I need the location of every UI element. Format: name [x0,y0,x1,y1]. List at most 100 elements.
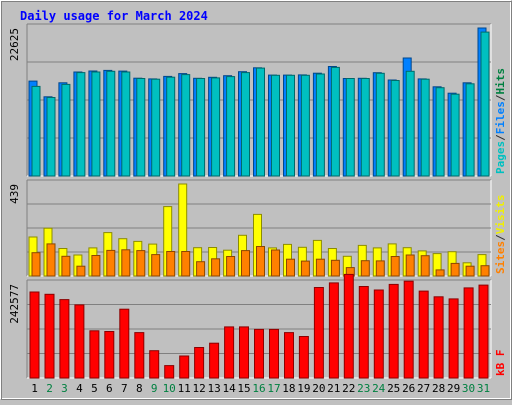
x-tick-label-7: 7 [121,382,128,395]
bar-kbytes-kbf-day-13 [209,342,220,379]
legend-part: Files [494,101,507,134]
bar-hits-files-day-27 [420,78,430,177]
x-tick-label-1: 1 [31,382,38,395]
bar-hits-files-day-24 [375,72,385,177]
legend-label: Pages/Files/Hits [494,68,507,174]
x-tick-label-14: 14 [222,382,236,395]
x-tick-label-10: 10 [163,382,176,395]
y-max-label: 439 [8,184,21,204]
bar-kbytes-kbf-day-2 [44,293,55,379]
x-tick-label-3: 3 [61,382,68,395]
legend-label: Sites/Visits [494,195,507,275]
bar-kbytes-kbf-day-25 [388,283,399,379]
x-tick-label-31: 31 [477,382,490,395]
bar-visits-sites-day-28 [435,269,445,277]
bar-kbytes-kbf-day-18 [284,332,294,379]
bar-kbytes-kbf-day-1 [29,291,40,379]
x-tick-label-13: 13 [207,382,220,395]
x-tick-label-20: 20 [312,382,325,395]
x-tick-label-25: 25 [387,382,400,395]
bar-hits-files-day-11 [181,74,191,177]
bar-visits-sites-day-17 [271,249,280,277]
bar-hits-files-day-13 [211,77,221,177]
bar-hits-files-day-15 [241,72,250,177]
x-tick-label-5: 5 [91,382,98,395]
x-tick-label-30: 30 [462,382,475,395]
bar-kbytes-kbf-day-12 [194,347,205,379]
x-tick-label-16: 16 [252,382,265,395]
bar-visits-sites-day-4 [76,265,86,277]
x-tick-label-18: 18 [282,382,295,395]
bar-hits-files-day-12 [196,78,206,177]
bar-visits-sites-day-13 [211,258,221,277]
bar-hits-files-day-18 [286,74,295,177]
bar-visits-sites-day-8 [136,250,146,277]
bar-kbytes-kbf-day-14 [224,326,235,379]
bar-hits-files-day-25 [390,80,400,177]
legend-part: Hits [494,68,507,95]
bar-visits-sites-day-26 [405,254,415,277]
bar-kbytes-kbf-day-19 [298,336,309,379]
legend-part: Visits [494,195,507,235]
bar-kbytes-kbf-day-30 [463,287,474,379]
x-tick-label-17: 17 [267,382,280,395]
bar-hits-files-day-6 [106,70,116,177]
bar-visits-sites-day-16 [256,246,265,277]
x-tick-label-15: 15 [237,382,250,395]
bar-visits-sites-day-2 [46,243,56,277]
chart-panels: 22625Pages/Files/Hits439Sites/Visits2425… [8,23,507,379]
bar-hits-files-day-28 [435,87,445,177]
bar-hits-files-day-14 [226,76,236,177]
bar-kbytes-kbf-day-20 [313,287,324,379]
x-tick-label-12: 12 [192,382,205,395]
panel-kbytes: 242577 kB F [8,273,507,379]
legend-label: kB F [494,350,507,377]
bar-visits-sites-day-7 [121,249,131,277]
bar-visits-sites-day-18 [286,258,295,277]
bar-kbytes-kbf-day-28 [433,296,444,379]
legend-part: Pages [494,141,507,174]
bar-hits-files-day-26 [405,70,415,177]
legend-part: F [494,350,507,363]
bar-kbytes-kbf-day-10 [164,365,175,379]
chart-title: Daily usage for March 2024 [20,9,208,23]
bar-hits-files-day-2 [46,97,56,177]
bar-visits-sites-day-1 [31,252,41,277]
legend-part: / [494,94,507,101]
bar-hits-files-day-9 [151,78,161,177]
bar-hits-files-day-16 [256,67,265,177]
bar-hits-files-day-22 [345,78,355,177]
bar-visits-sites-day-9 [151,254,161,277]
x-tick-label-22: 22 [342,382,355,395]
x-tick-label-27: 27 [417,382,430,395]
bar-visits-sites-day-21 [330,259,340,277]
bar-kbytes-kbf-day-5 [89,330,100,379]
bar-hits-files-day-10 [166,76,176,177]
bar-kbytes-kbf-day-21 [328,282,339,379]
bar-visits-sites-day-25 [390,256,400,277]
bar-visits-sites-day-30 [465,265,475,277]
bar-kbytes-kbf-day-7 [119,308,130,379]
x-tick-label-2: 2 [46,382,53,395]
bar-hits-files-day-4 [76,72,86,177]
x-tick-label-8: 8 [136,382,143,395]
bar-hits-files-day-3 [61,83,71,177]
bar-kbytes-kbf-day-4 [74,304,85,379]
bar-kbytes-kbf-day-6 [104,331,115,379]
bar-kbytes-kbf-day-3 [59,299,70,379]
panel-visits: 439 Sites/Visits [8,179,507,277]
x-tick-label-9: 9 [151,382,158,395]
bar-visits-sites-day-24 [375,260,385,277]
legend-part: / [494,234,507,241]
bar-hits-files-day-5 [91,71,101,177]
bar-kbytes-kbf-day-27 [418,290,429,379]
bar-kbytes-kbf-day-16 [254,328,264,379]
bar-visits-sites-day-5 [91,255,101,277]
x-tick-label-28: 28 [432,382,445,395]
bar-kbytes-kbf-day-23 [358,286,369,379]
bar-kbytes-kbf-day-8 [134,332,145,379]
bar-hits-files-day-1 [31,85,41,177]
bar-visits-sites-day-12 [196,261,206,277]
